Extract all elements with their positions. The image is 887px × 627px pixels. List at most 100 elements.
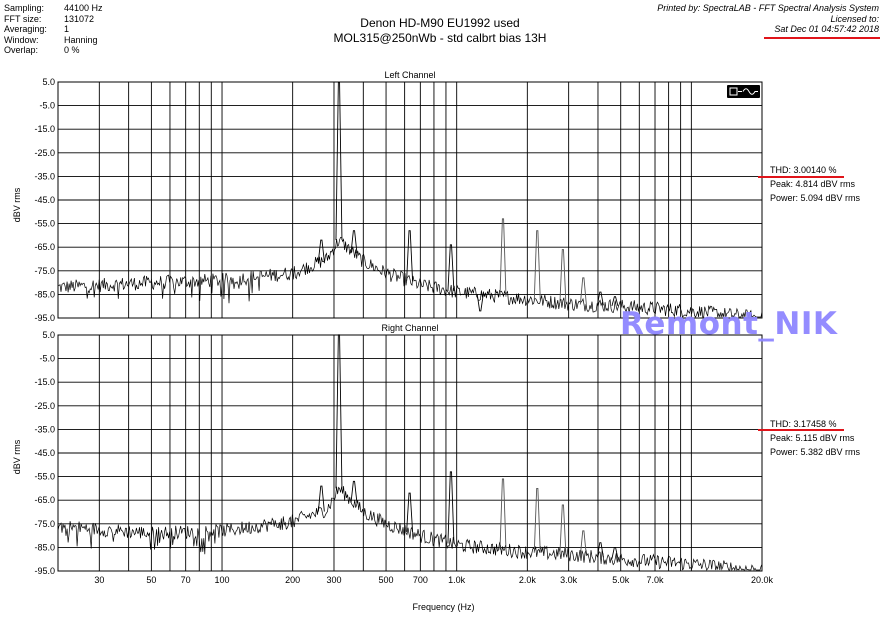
setting-row: Window: Hanning [4,35,134,46]
y-tick-label: 5.0 [42,330,55,340]
x-tick-label: 5.0k [612,575,630,585]
x-tick-label: 100 [215,575,230,585]
harmonic-peak [406,492,414,532]
y-tick-label: -25.0 [34,401,55,411]
acquisition-settings: Sampling: 44100 Hz FFT size: 131072 Averagin… [4,3,134,56]
setting-value: 1 [64,24,70,35]
watermark: Remont_NIK [620,306,838,342]
setting-row: FFT size: 131072 [4,14,134,25]
setting-key: Averaging: [4,24,47,35]
harmonic-peak [533,487,541,553]
setting-value: 131072 [64,13,95,24]
panel-title: Right Channel [381,323,438,333]
y-tick-label: 5.0 [42,77,55,87]
x-tick-label: 30 [94,575,104,585]
setting-row: Averaging: 1 [4,24,134,35]
y-tick-label: -55.0 [34,472,55,482]
right-channel-stats: THD: 3.17458 % Peak: 5.115 dBV rms Power… [770,417,860,459]
x-tick-label: 7.0k [647,575,665,585]
harmonic-peak [596,542,604,558]
y-tick-label: -55.0 [34,219,55,229]
y-tick-label: -65.0 [34,242,55,252]
x-tick-label: 2.0k [519,575,537,585]
harmonic-peak [533,230,541,301]
y-tick-label: -25.0 [34,148,55,158]
harmonic-peak [476,294,484,312]
printed-by: Printed by: SpectraLAB - FFT Spectral An… [657,3,879,13]
harmonic-peak [596,291,604,306]
setting-key: FFT size: [4,13,42,24]
left-thd: THD: 3.00140 % [770,165,837,175]
harmonic-peak [559,504,567,555]
left-thd-underline [758,176,844,178]
y-tick-label: -15.0 [34,377,55,387]
panel-title: Left Channel [384,70,435,80]
y-tick-label: -75.0 [34,266,55,276]
chart-title-line2: MOL315@250nWb - std calbrt bias 13H [333,31,547,45]
licensed-to: Licensed to: [830,13,879,24]
right-thd: THD: 3.17458 % [770,419,837,429]
left-power: Power: 5.094 dBV rms [770,193,861,203]
x-tick-label: 1.0k [448,575,466,585]
left-peak: Peak: 4.814 dBV rms [770,179,856,189]
y-tick-label: -95.0 [34,566,55,576]
harmonic-peak [579,530,587,556]
y-tick-label: -95.0 [34,313,55,323]
print-date: Sat Dec 01 04:57:42 2018 [774,24,879,35]
harmonic-peak [611,296,619,307]
harmonic-peak [317,485,325,512]
x-tick-label: 50 [146,575,156,585]
setting-key: Window: [4,34,39,45]
x-tick-label: 300 [326,575,341,585]
x-tick-label: 500 [379,575,394,585]
right-thd-underline [758,429,844,431]
harmonic-peak [406,230,414,282]
harmonic-peak [335,82,343,241]
chart-tool-icon[interactable] [727,85,760,98]
harmonic-peak [611,546,619,559]
x-tick-label: 700 [413,575,428,585]
harmonic-peak [499,218,507,297]
chart-title-block: Denon HD-M90 EU1992 used MOL315@250nWb -… [230,16,650,46]
y-tick-label: -65.0 [34,495,55,505]
harmonic-peak [447,471,455,544]
x-tick-label: 70 [181,575,191,585]
setting-key: Overlap: [4,45,39,56]
setting-row: Overlap: 0 % [4,45,134,56]
harmonic-peak [335,334,343,489]
y-tick-label: -85.0 [34,289,55,299]
y-tick-label: -5.0 [39,354,55,364]
y-tick-label: -45.0 [34,448,55,458]
right-y-axis-label: dBV rms [12,439,22,475]
setting-key: Sampling: [4,3,45,13]
y-tick-label: -35.0 [34,171,55,181]
waveform-icon [729,87,758,96]
chart-title-line1: Denon HD-M90 EU1992 used [360,16,520,30]
x-tick-label: 3.0k [560,575,578,585]
spectrum-trace [57,236,763,319]
setting-value: 44100 Hz [64,3,103,13]
harmonic-peak [317,239,325,262]
spectrum-trace [57,486,763,572]
setting-value: Hanning [64,34,98,45]
y-tick-label: -5.0 [39,101,55,111]
left-y-axis-label: dBV rms [12,187,22,223]
right-peak: Peak: 5.115 dBV rms [770,433,855,443]
right-power: Power: 5.382 dBV rms [770,447,861,457]
setting-value: 0 % [64,45,80,56]
left-channel-stats: THD: 3.00140 % Peak: 4.814 dBV rms Power… [770,163,860,205]
x-tick-label: 20.0k [751,575,774,585]
y-tick-label: -15.0 [34,124,55,134]
x-tick-label: 200 [285,575,300,585]
print-info: Printed by: SpectraLAB - FFT Spectral An… [657,3,879,35]
y-tick-label: -35.0 [34,424,55,434]
y-tick-label: -45.0 [34,195,55,205]
harmonic-peak [350,230,358,254]
x-axis-label: Frequency (Hz) [412,602,475,612]
harmonic-peak [350,480,358,504]
date-underline [764,37,880,39]
harmonic-peak [447,244,455,291]
harmonic-peak [559,249,567,304]
y-tick-label: -75.0 [34,519,55,529]
